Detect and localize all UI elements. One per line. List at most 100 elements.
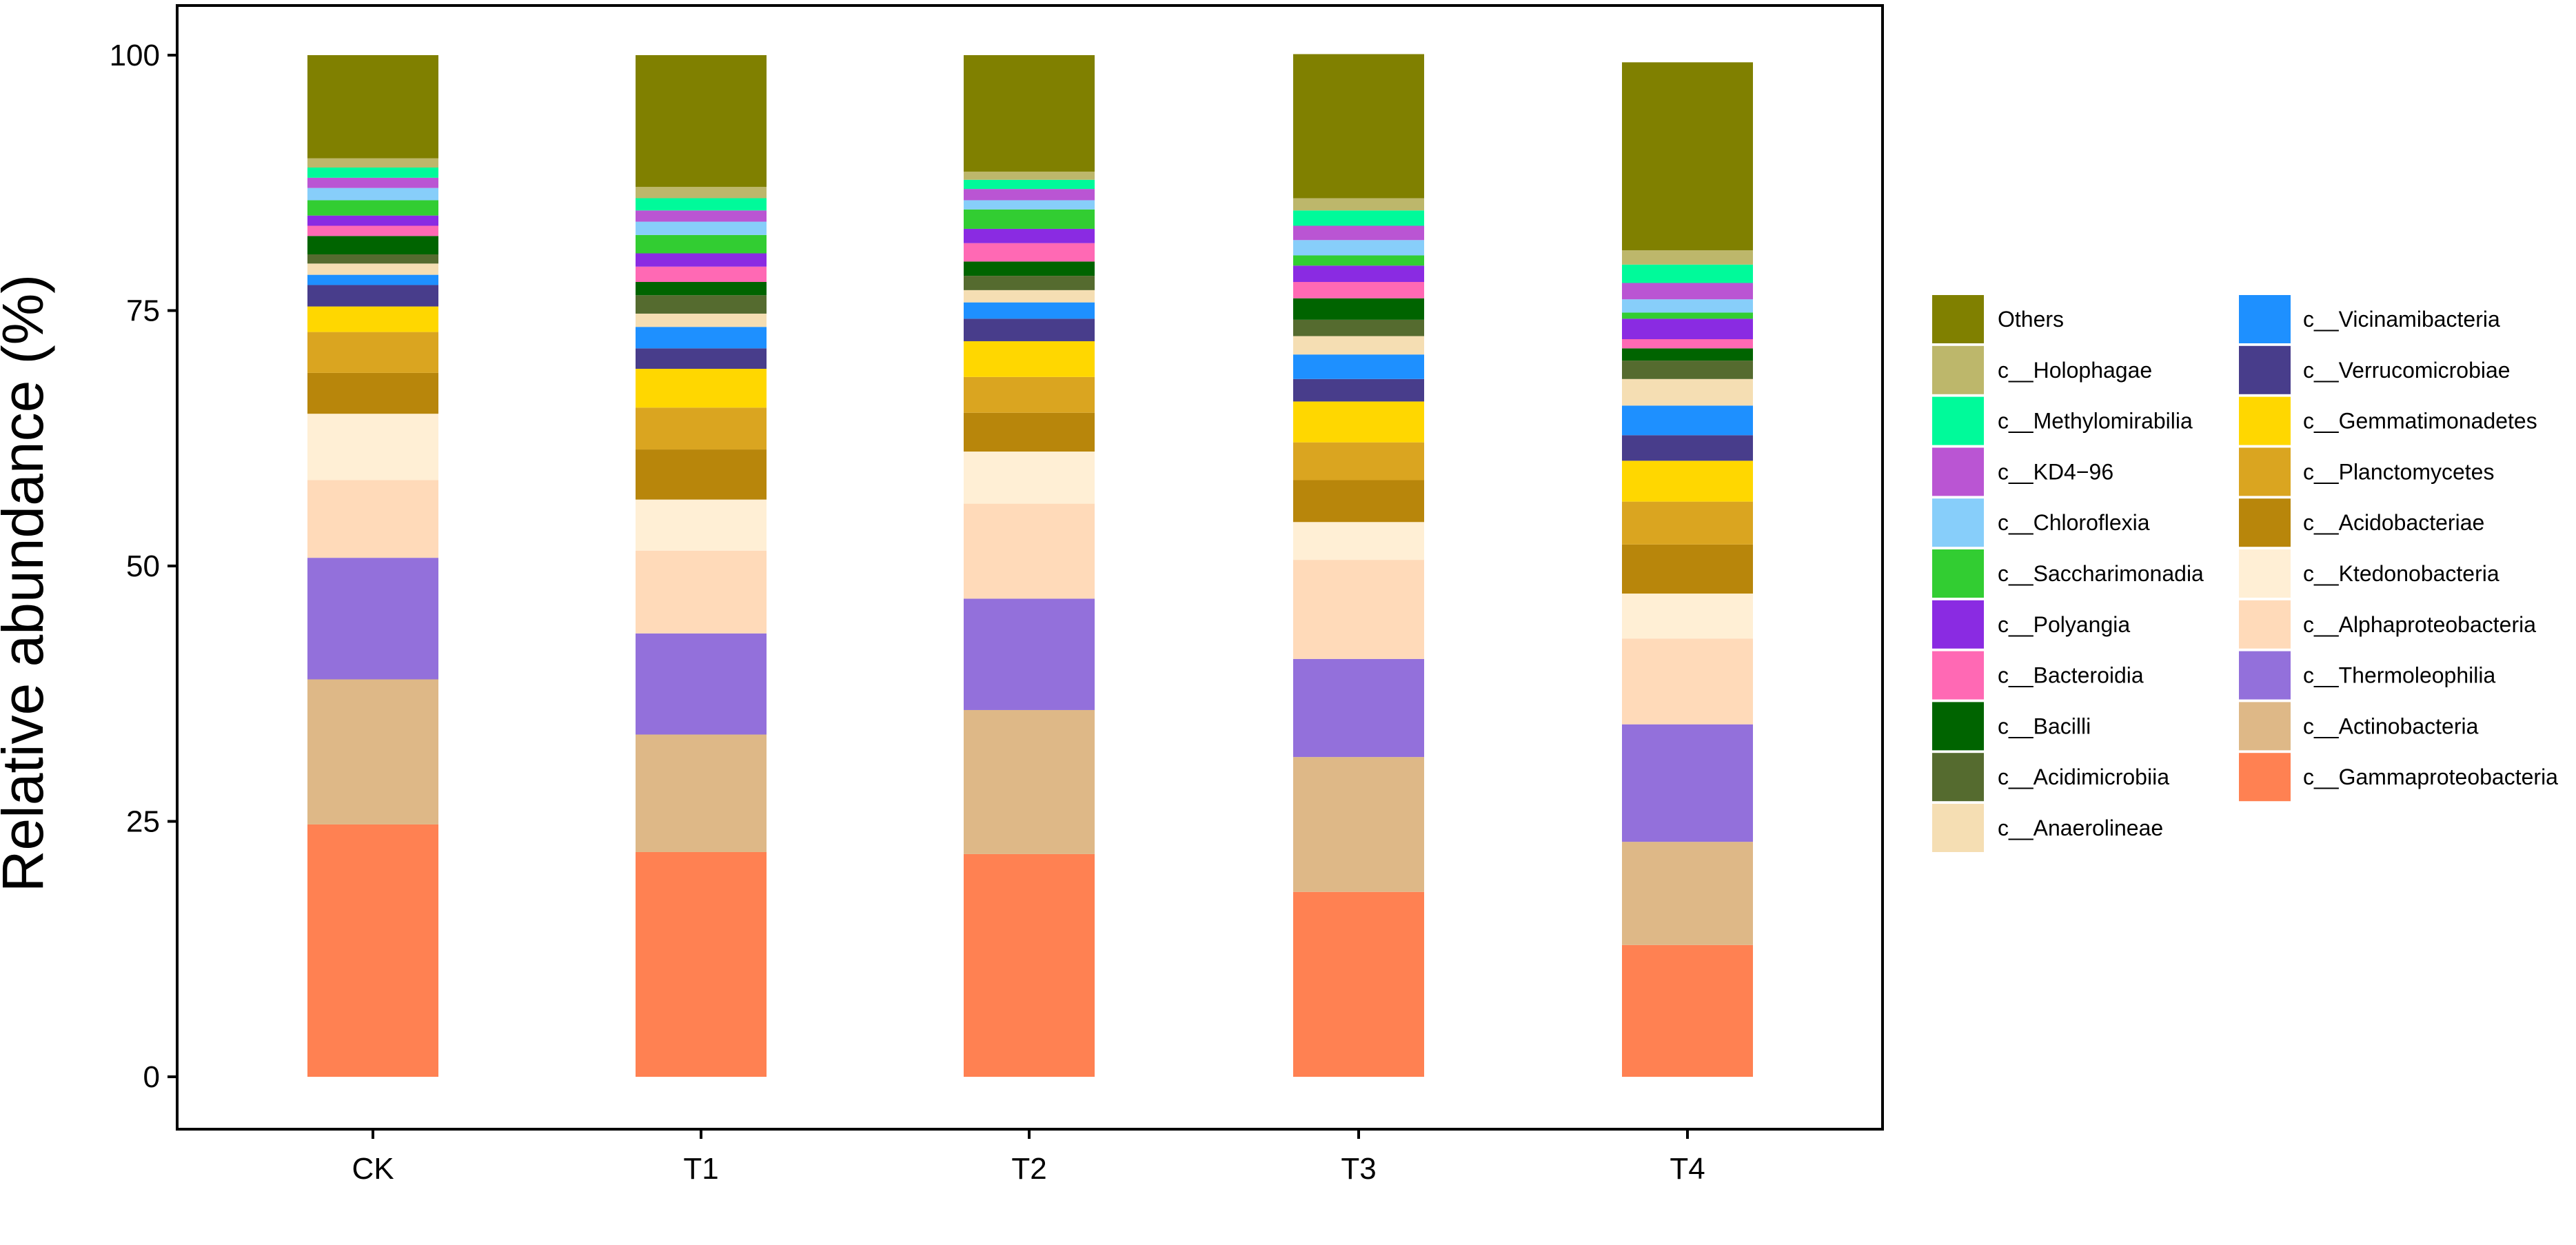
- bar-segment-t4-others: [1622, 62, 1753, 251]
- bar-segment-t2-c-planctomycetes: [964, 376, 1095, 413]
- bar-segment-t1-c-kd4-96: [636, 210, 767, 222]
- bar-segment-ck-c-gammaproteobacteria: [307, 824, 438, 1077]
- bar-segment-t3-c-holophagae: [1293, 198, 1424, 211]
- bar-segment-ck-c-thermoleophilia: [307, 558, 438, 680]
- legend-label: Others: [1998, 307, 2064, 332]
- bar-segment-t4-c-holophagae: [1622, 250, 1753, 265]
- bar-segment-t4-c-chloroflexia: [1622, 299, 1753, 313]
- bar-segment-t4-c-thermoleophilia: [1622, 724, 1753, 842]
- bar-segment-t3-c-polyangia: [1293, 265, 1424, 283]
- legend-label: c__Gammaproteobacteria: [2303, 765, 2558, 789]
- bar-segment-ck-c-gemmatimonadetes: [307, 306, 438, 332]
- bar-segment-t2-c-vicinamibacteria: [964, 302, 1095, 319]
- bar-segment-t4-c-verrucomicrobiae: [1622, 435, 1753, 461]
- bar-segment-ck-c-bacteroidia: [307, 225, 438, 236]
- bar-segment-t1-c-chloroflexia: [636, 221, 767, 235]
- bar-segment-t3-c-verrucomicrobiae: [1293, 378, 1424, 402]
- legend-label: c__Holophagae: [1998, 358, 2152, 383]
- bar-segment-t2-c-acidimicrobiia: [964, 276, 1095, 290]
- legend-key: [1932, 345, 1984, 394]
- legend-label: c__Actinobacteria: [2303, 713, 2479, 738]
- bar-segment-ck-c-polyangia: [307, 215, 438, 226]
- legend-label: c__Acidobacteriae: [2303, 510, 2484, 535]
- bar-segment-t1-c-holophagae: [636, 187, 767, 199]
- y-tick-label: 100: [110, 39, 160, 72]
- bar-segment-t3-c-gemmatimonadetes: [1293, 401, 1424, 443]
- y-tick-label: 75: [126, 294, 160, 328]
- legend-key: [2239, 396, 2291, 445]
- bar-segment-ck-c-acidobacteriae: [307, 372, 438, 414]
- bar-segment-t3-c-vicinamibacteria: [1293, 354, 1424, 379]
- legend-label: c__Bacteroidia: [1998, 663, 2144, 688]
- bar-segment-ck-c-alphaproteobacteria: [307, 480, 438, 558]
- bar-segment-t2-c-bacilli: [964, 261, 1095, 276]
- bar-segment-ck-c-bacilli: [307, 236, 438, 254]
- bar-segment-t3-c-kd4-96: [1293, 225, 1424, 241]
- legend-label: c__KD4−96: [1998, 459, 2113, 484]
- bar-stack-t1: [636, 55, 767, 1077]
- legend-label: c__Planctomycetes: [2303, 459, 2494, 484]
- bar-segment-t1-c-acidimicrobiia: [636, 295, 767, 314]
- legend-key: [2239, 549, 2291, 598]
- bar-segment-t4-c-bacilli: [1622, 348, 1753, 361]
- legend-key: [2239, 651, 2291, 700]
- bar-segment-t2-others: [964, 55, 1095, 172]
- bar-stack-t2: [964, 55, 1095, 1077]
- bar-segment-ck-c-chloroflexia: [307, 188, 438, 201]
- legend-key: [2239, 295, 2291, 343]
- y-tick-label: 25: [126, 805, 160, 839]
- bar-segment-t4-c-anaerolineae: [1622, 378, 1753, 406]
- bar-segment-ck-c-saccharimonadia: [307, 200, 438, 216]
- bar-segment-t1-c-gemmatimonadetes: [636, 368, 767, 408]
- bar-segment-t1-c-verrucomicrobiae: [636, 348, 767, 369]
- legend-key: [2239, 753, 2291, 802]
- bar-segment-t4-c-saccharimonadia: [1622, 312, 1753, 319]
- legend-label: c__Thermoleophilia: [2303, 663, 2495, 688]
- legend-key: [1932, 804, 1984, 852]
- bar-segment-t4-c-actinobacteria: [1622, 842, 1753, 945]
- legend-key: [1932, 447, 1984, 496]
- x-tick-label: T2: [1011, 1152, 1046, 1186]
- x-tick-label: T4: [1670, 1152, 1705, 1186]
- bar-segment-t1-others: [636, 55, 767, 188]
- bar-segment-t1-c-alphaproteobacteria: [636, 550, 767, 634]
- legend-key: [2239, 600, 2291, 649]
- bar-segment-t4-c-acidimicrobiia: [1622, 361, 1753, 379]
- bar-segment-t4-c-kd4-96: [1622, 283, 1753, 300]
- bar-segment-t2-c-saccharimonadia: [964, 209, 1095, 229]
- y-axis: 0 25 50 75 100: [110, 39, 177, 1094]
- bar-segment-t4-c-polyangia: [1622, 318, 1753, 339]
- legend-label: c__Bacilli: [1998, 713, 2091, 738]
- legend-key: [2239, 447, 2291, 496]
- bar-segment-ck-c-anaerolineae: [307, 263, 438, 275]
- bar-segment-t2-c-holophagae: [964, 171, 1095, 180]
- legend-label: c__Chloroflexia: [1998, 510, 2150, 535]
- legend-key: [2239, 498, 2291, 547]
- x-tick-label: T3: [1341, 1152, 1376, 1186]
- bar-segment-t1-c-anaerolineae: [636, 313, 767, 327]
- bars-layer: [307, 54, 1753, 1077]
- bar-segment-t4-c-alphaproteobacteria: [1622, 638, 1753, 725]
- bar-segment-t1-c-acidobacteriae: [636, 449, 767, 500]
- bar-segment-t4-c-gemmatimonadetes: [1622, 460, 1753, 502]
- bar-segment-t3-c-bacilli: [1293, 298, 1424, 320]
- y-axis-label: Relative abundance (%): [0, 274, 55, 893]
- bar-segment-t4-c-ktedonobacteria: [1622, 594, 1753, 639]
- bar-segment-t2-c-methylomirabilia: [964, 179, 1095, 190]
- bar-segment-t2-c-anaerolineae: [964, 290, 1095, 303]
- bar-segment-ck-c-acidimicrobiia: [307, 254, 438, 264]
- bar-segment-t3-c-ktedonobacteria: [1293, 522, 1424, 560]
- bar-segment-t4-c-bacteroidia: [1622, 338, 1753, 349]
- legend-label: c__Verrucomicrobiae: [2303, 358, 2511, 383]
- bar-segment-ck-c-vicinamibacteria: [307, 274, 438, 285]
- legend-key: [1932, 498, 1984, 547]
- legend-key: [1932, 396, 1984, 445]
- bar-segment-ck-c-ktedonobacteria: [307, 414, 438, 480]
- bar-segment-t3-c-methylomirabilia: [1293, 210, 1424, 226]
- bar-segment-ck-c-kd4-96: [307, 177, 438, 188]
- bar-segment-t4-c-methylomirabilia: [1622, 264, 1753, 283]
- legend-label: c__Anaerolineae: [1998, 816, 2163, 840]
- bar-segment-t2-c-alphaproteobacteria: [964, 503, 1095, 599]
- bar-segment-ck-c-methylomirabilia: [307, 168, 438, 178]
- bar-segment-t1-c-thermoleophilia: [636, 633, 767, 735]
